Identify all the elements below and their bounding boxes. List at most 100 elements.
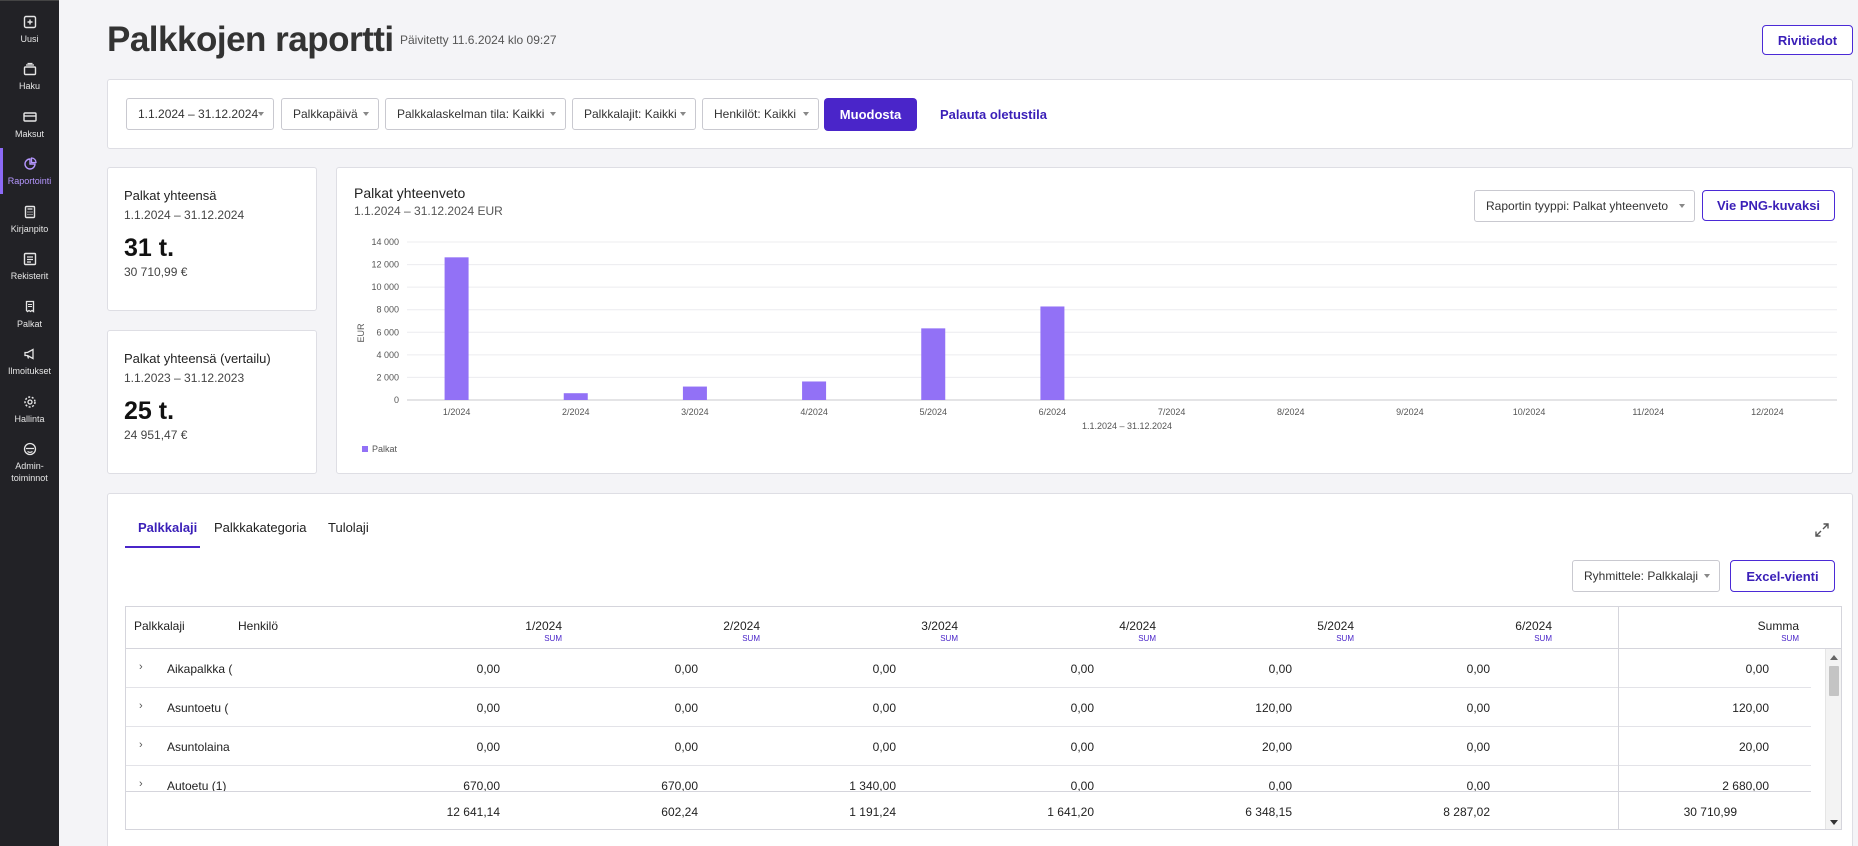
sidebar-item-hallinta[interactable]: Hallinta — [0, 390, 59, 436]
sidebar-item-haku[interactable]: Haku — [0, 57, 59, 103]
pie-chart-icon — [22, 156, 38, 172]
column-header-henkilo[interactable]: Henkilö — [238, 619, 279, 633]
group-by-value: Ryhmittele: Palkkalaji — [1584, 569, 1699, 583]
persons-select[interactable]: Henkilöt: Kaikki — [702, 98, 819, 130]
tab-palkkalaji[interactable]: Palkkalaji — [138, 520, 198, 535]
table-cell: 0,00 — [1070, 662, 1094, 676]
y-tick-label: 6 000 — [376, 327, 399, 337]
x-tick-label: 5/2024 — [919, 407, 947, 417]
column-header-month[interactable]: 1/2024 SUM — [525, 619, 562, 643]
sidebar-item-palkat[interactable]: Palkat — [0, 295, 59, 341]
chevron-right-icon[interactable]: › — [139, 661, 143, 673]
date-range-value: 1.1.2024 – 31.12.2024 — [138, 107, 259, 121]
table-row[interactable]: › Aikapalkka (0,00 0,00 0,00 0,00 0,00 0,00 0,0… — [126, 649, 1811, 688]
sidebar-item-label: Uusi — [20, 34, 39, 44]
table-row[interactable]: › Asuntoetu (0,00 0,00 0,00 0,00 120,00 0,00 12… — [126, 688, 1811, 727]
scroll-up-icon[interactable] — [1830, 655, 1838, 660]
chevron-right-icon[interactable]: › — [139, 700, 143, 712]
chevron-down-icon — [680, 112, 686, 116]
sidebar-item-uusi[interactable]: Uusi — [0, 10, 59, 56]
page-title: Palkkojen raportti — [107, 20, 394, 59]
row-total-cell: 2 680,00 — [1722, 779, 1769, 793]
chevron-down-icon — [803, 112, 809, 116]
column-header-month[interactable]: 3/2024 SUM — [921, 619, 958, 643]
table-cell: 670,00 — [463, 779, 500, 793]
row-details-button[interactable]: Rivitiedot — [1762, 25, 1853, 55]
group-by-select[interactable]: Ryhmittele: Palkkalaji — [1572, 560, 1720, 592]
scroll-down-icon[interactable] — [1830, 820, 1838, 825]
sidebar-item-label: Palkat — [16, 319, 42, 329]
excel-export-button[interactable]: Excel-vienti — [1730, 560, 1835, 592]
table-row[interactable]: › Asuntolaina 0,00 0,00 0,00 0,00 20,00 0,00 20,… — [126, 727, 1811, 766]
gear-icon — [22, 394, 38, 410]
column-header-month[interactable]: 5/2024 SUM — [1317, 619, 1354, 643]
column-header-month[interactable]: 4/2024 SUM — [1119, 619, 1156, 643]
table-cell: 0,00 — [1070, 701, 1094, 715]
column-header-month[interactable]: 6/2024 SUM — [1515, 619, 1552, 643]
x-tick-label: 2/2024 — [562, 407, 590, 417]
table-cell: 0,00 — [674, 662, 698, 676]
total-cell: 1 641,20 — [1047, 805, 1094, 819]
chevron-down-icon — [1704, 574, 1710, 578]
expand-icon[interactable] — [1814, 522, 1830, 538]
reset-defaults-link[interactable]: Palauta oletustila — [940, 107, 1047, 122]
sidebar-item-admin[interactable]: Admin- toiminnot — [0, 437, 59, 497]
kpi-range: 1.1.2023 – 31.12.2023 — [124, 371, 245, 385]
grand-total-cell: 30 710,99 — [1683, 805, 1737, 819]
sidebar-item-label: Maksut — [14, 129, 44, 139]
sidebar-item-rekisterit[interactable]: Rekisterit — [0, 247, 59, 293]
sidebar-item-raportointi[interactable]: Raportointi — [0, 148, 59, 198]
sidebar-item-maksut[interactable]: Maksut — [0, 105, 59, 151]
sidebar-item-ilmoitukset[interactable]: Ilmoitukset — [0, 342, 59, 388]
x-tick-label: 8/2024 — [1277, 407, 1305, 417]
kpi-card-current: Palkat yhteensä 1.1.2024 – 31.12.2024 31… — [107, 167, 317, 311]
row-total-cell: 120,00 — [1732, 701, 1769, 715]
tab-tulolaji[interactable]: Tulolaji — [328, 520, 369, 535]
updated-timestamp: Päivitetty 11.6.2024 klo 09:27 — [400, 33, 557, 47]
total-cell: 602,24 — [661, 805, 698, 819]
generate-button[interactable]: Muodosta — [824, 98, 917, 131]
export-png-button[interactable]: Vie PNG-kuvaksi — [1702, 190, 1835, 221]
table-cell: 0,00 — [1466, 701, 1490, 715]
sidebar-item-label: Kirjanpito — [10, 224, 49, 234]
kpi-exact-value: 24 951,47 € — [124, 428, 188, 442]
scroll-thumb[interactable] — [1829, 666, 1839, 696]
kpi-card-comparison: Palkat yhteensä (vertailu) 1.1.2023 – 31… — [107, 330, 317, 474]
row-label: Asuntoetu ( — [167, 701, 229, 715]
x-tick-label: 6/2024 — [1039, 407, 1067, 417]
chevron-right-icon[interactable]: › — [139, 739, 143, 751]
table-scrollbar[interactable] — [1825, 649, 1841, 829]
x-tick-label: 11/2024 — [1632, 407, 1664, 417]
table-row[interactable]: › Autoetu (1) 670,00 670,00 1 340,00 0,00 0,00… — [126, 766, 1811, 805]
status-select[interactable]: Palkkalaskelman tila: Kaikki — [385, 98, 566, 130]
chevron-down-icon — [550, 112, 556, 116]
sidebar-item-label: Admin- toiminnot — [11, 461, 48, 483]
date-range-select[interactable]: 1.1.2024 – 31.12.2024 — [126, 98, 274, 130]
column-header-month[interactable]: 2/2024 SUM — [723, 619, 760, 643]
kpi-value: 31 t. — [124, 234, 175, 262]
table-cell: 0,00 — [476, 740, 500, 754]
chevron-right-icon[interactable]: › — [139, 778, 143, 790]
report-type-select[interactable]: Raportin tyyppi: Palkat yhteenveto — [1474, 190, 1695, 222]
date-type-value: Palkkapäivä — [293, 107, 358, 121]
sidebar-item-kirjanpito[interactable]: Kirjanpito — [0, 200, 59, 246]
table-cell: 0,00 — [1466, 740, 1490, 754]
chevron-down-icon — [363, 112, 369, 116]
x-tick-label: 4/2024 — [800, 407, 828, 417]
x-tick-label: 1/2024 — [443, 407, 471, 417]
wage-types-select[interactable]: Palkkalajit: Kaikki — [572, 98, 696, 130]
y-tick-label: 10 000 — [371, 282, 399, 292]
persons-value: Henkilöt: Kaikki — [714, 107, 797, 121]
tab-palkkakategoria[interactable]: Palkkakategoria — [214, 520, 307, 535]
date-type-select[interactable]: Palkkapäivä — [281, 98, 379, 130]
row-total-cell: 20,00 — [1738, 740, 1769, 754]
chevron-down-icon — [1679, 204, 1685, 208]
column-header-summa[interactable]: Summa SUM — [1757, 619, 1799, 643]
column-header-palkkalaji[interactable]: Palkkalaji — [134, 619, 185, 633]
x-tick-label: 3/2024 — [681, 407, 709, 417]
table-cell: 1 340,00 — [849, 779, 896, 793]
total-cell: 6 348,15 — [1245, 805, 1292, 819]
table-cell: 0,00 — [872, 701, 896, 715]
bar — [682, 386, 707, 400]
receipt-icon — [22, 299, 38, 315]
